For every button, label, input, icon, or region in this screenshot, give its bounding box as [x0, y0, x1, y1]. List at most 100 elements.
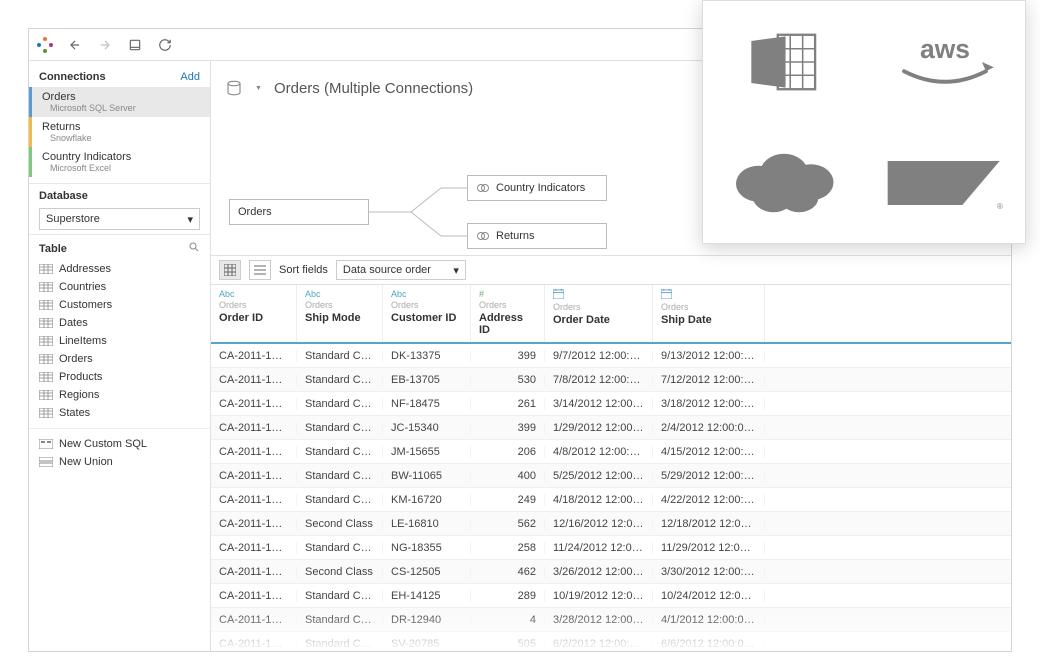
table-cell: 12/18/2012 12:00:00... — [653, 518, 765, 530]
table-cell: NF-18475 — [383, 398, 471, 410]
connection-item[interactable]: OrdersMicrosoft SQL Server — [29, 87, 210, 117]
table-row[interactable]: CA-2011-100762Standard ClassNG-183552581… — [211, 536, 1011, 560]
dropdown-caret-icon[interactable]: ▼ — [255, 85, 262, 92]
new-union[interactable]: New Union — [29, 453, 210, 471]
svg-text:SAP: SAP — [901, 167, 956, 197]
table-cell: 249 — [471, 494, 545, 506]
column-header[interactable]: AbcOrdersOrder ID — [211, 285, 297, 342]
table-item[interactable]: Countries — [29, 278, 210, 296]
join-icon — [476, 183, 490, 193]
table-row[interactable]: CA-2011-100867Standard ClassEH-141252891… — [211, 584, 1011, 608]
table-cell: CA-2011-100881 — [211, 614, 297, 626]
grid-header: AbcOrdersOrder IDAbcOrdersShip ModeAbcOr… — [211, 285, 1011, 344]
table-row[interactable]: CA-2011-100391Standard ClassBW-110654005… — [211, 464, 1011, 488]
forward-icon[interactable] — [97, 37, 113, 53]
grid-view-btn[interactable] — [219, 260, 241, 280]
column-name: Address ID — [479, 312, 536, 336]
table-name: Regions — [59, 389, 99, 401]
table-cell: CA-2011-100706 — [211, 518, 297, 530]
table-name: LineItems — [59, 335, 107, 347]
table-icon — [39, 336, 53, 346]
aws-logo-icon: aws — [864, 1, 1025, 122]
search-icon[interactable] — [188, 241, 200, 256]
table-icon — [39, 408, 53, 418]
database-label: Database — [29, 183, 210, 204]
sql-icon — [39, 439, 53, 449]
table-row[interactable]: CA-2011-100293Standard ClassNF-184752613… — [211, 392, 1011, 416]
canvas-orders-box[interactable]: Orders — [229, 199, 369, 225]
table-cell: JM-15655 — [383, 446, 471, 458]
table-item[interactable]: Orders — [29, 350, 210, 368]
column-header[interactable]: OrdersOrder Date — [545, 285, 653, 342]
table-row[interactable]: CA-2011-100881Standard ClassDR-1294043/2… — [211, 608, 1011, 632]
table-cell: 6/6/2012 12:00:00 AM — [653, 638, 765, 650]
table-label: Table — [39, 243, 67, 255]
database-value: Superstore — [46, 213, 100, 225]
add-connection-link[interactable]: Add — [180, 71, 200, 83]
table-cell: 1/29/2012 12:00:00 ... — [545, 422, 653, 434]
connection-name: Returns — [42, 121, 200, 133]
table-cell: CA-2011-100762 — [211, 542, 297, 554]
table-row[interactable]: CA-2011-100363Standard ClassJM-156552064… — [211, 440, 1011, 464]
column-name: Ship Mode — [305, 312, 374, 324]
column-header[interactable]: #OrdersAddress ID — [471, 285, 545, 342]
new-custom-sql[interactable]: New Custom SQL — [29, 435, 210, 453]
save-icon[interactable] — [127, 37, 143, 53]
table-row[interactable]: CA-2011-100895Standard ClassSV-207855056… — [211, 632, 1011, 651]
column-header[interactable]: OrdersShip Date — [653, 285, 765, 342]
table-row[interactable]: CA-2011-100706Second ClassLE-1681056212/… — [211, 512, 1011, 536]
table-cell: NG-18355 — [383, 542, 471, 554]
table-cell: 258 — [471, 542, 545, 554]
table-icon — [39, 354, 53, 364]
table-cell: CA-2011-100363 — [211, 446, 297, 458]
list-view-btn[interactable] — [249, 260, 271, 280]
back-icon[interactable] — [67, 37, 83, 53]
sort-fields-label: Sort fields — [279, 264, 328, 276]
table-item[interactable]: Addresses — [29, 260, 210, 278]
table-item[interactable]: Products — [29, 368, 210, 386]
table-item[interactable]: Dates — [29, 314, 210, 332]
table-row[interactable]: CA-2011-100090Standard ClassEB-137055307… — [211, 368, 1011, 392]
table-row[interactable]: CA-2011-100328Standard ClassJC-153403991… — [211, 416, 1011, 440]
connections-label: Connections — [39, 71, 106, 83]
svg-text:X: X — [760, 47, 776, 73]
table-cell: 3/14/2012 12:00:00 ... — [545, 398, 653, 410]
svg-text:®: ® — [997, 202, 1003, 211]
table-cell: CA-2011-100090 — [211, 374, 297, 386]
table-cell: 11/24/2012 12:00:0... — [545, 542, 653, 554]
table-icon — [39, 282, 53, 292]
column-header[interactable]: AbcOrdersShip Mode — [297, 285, 383, 342]
table-item[interactable]: Customers — [29, 296, 210, 314]
column-header[interactable]: AbcOrdersCustomer ID — [383, 285, 471, 342]
canvas-country-indicators-box[interactable]: Country Indicators — [467, 175, 607, 201]
canvas-orders-label: Orders — [238, 206, 272, 218]
connection-item[interactable]: Country IndicatorsMicrosoft Excel — [29, 147, 210, 177]
table-row[interactable]: CA-2011-100860Second ClassCS-125054623/2… — [211, 560, 1011, 584]
table-name: Orders — [59, 353, 93, 365]
table-cell: 261 — [471, 398, 545, 410]
sort-fields-select[interactable]: Data source order ▾ — [336, 260, 466, 280]
table-icon — [39, 264, 53, 274]
table-cell: BW-11065 — [383, 470, 471, 482]
table-cell: 2/4/2012 12:00:00 AM — [653, 422, 765, 434]
column-type: Abc — [219, 289, 288, 299]
table-cell: DR-12940 — [383, 614, 471, 626]
connection-name: Country Indicators — [42, 151, 200, 163]
connection-item[interactable]: ReturnsSnowflake — [29, 117, 210, 147]
table-cell: Standard Class — [297, 350, 383, 362]
canvas-returns-box[interactable]: Returns — [467, 223, 607, 249]
table-item[interactable]: LineItems — [29, 332, 210, 350]
refresh-icon[interactable] — [157, 37, 173, 53]
table-row[interactable]: CA-2011-100678Standard ClassKM-167202494… — [211, 488, 1011, 512]
table-cell: Standard Class — [297, 638, 383, 650]
table-item[interactable]: Regions — [29, 386, 210, 404]
table-cell: 4/18/2012 12:00:00 ... — [545, 494, 653, 506]
column-source: Orders — [479, 300, 536, 310]
column-source: Orders — [219, 300, 288, 310]
table-cell: 462 — [471, 566, 545, 578]
table-item[interactable]: States — [29, 404, 210, 422]
table-row[interactable]: CA-2011-100006Standard ClassDK-133753999… — [211, 344, 1011, 368]
table-cell: 9/13/2012 12:00:00 ... — [653, 350, 765, 362]
database-select[interactable]: Superstore ▾ — [39, 208, 200, 230]
table-cell: 400 — [471, 470, 545, 482]
